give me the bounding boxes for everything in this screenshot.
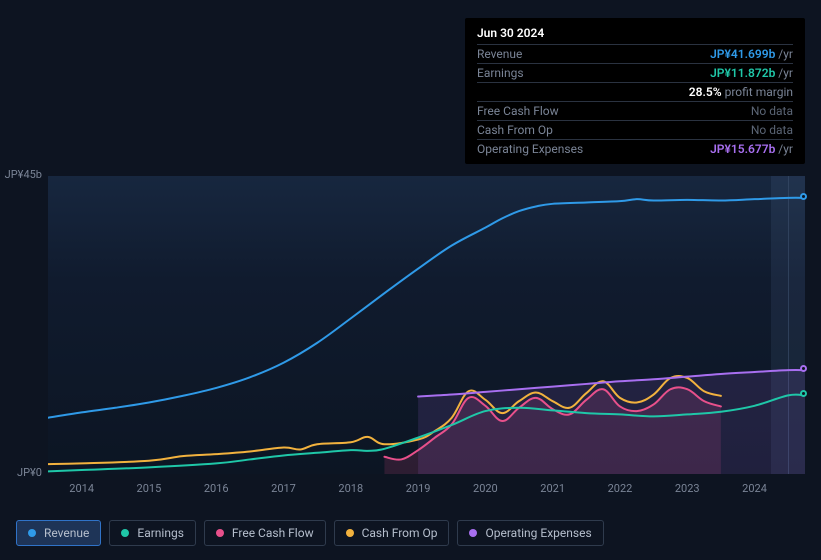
tooltip-label: Operating Expenses	[477, 142, 583, 156]
legend-dot-icon	[469, 529, 477, 537]
legend-dot-icon	[216, 529, 224, 537]
tooltip-value: JP¥15.677b /yr	[710, 142, 793, 156]
legend-item-cash-from-op[interactable]: Cash From Op	[334, 520, 450, 546]
tooltip-label: Free Cash Flow	[477, 104, 559, 118]
tooltip-value: 28.5% profit margin	[689, 85, 793, 99]
chart-plot[interactable]	[48, 176, 805, 474]
y-axis-label: JP¥45b	[0, 168, 42, 181]
series-end-dot-opex	[800, 365, 807, 372]
x-axis: 2014 2015 2016 2017 2018 2019 2020 2021 2022 2023…	[48, 482, 805, 502]
legend-dot-icon	[28, 529, 36, 537]
tooltip-date: Jun 30 2024	[477, 26, 793, 44]
tooltip-value: JP¥11.872b /yr	[710, 66, 793, 80]
tooltip-label: Revenue	[477, 47, 522, 61]
legend-item-revenue[interactable]: Revenue	[16, 520, 101, 546]
x-axis-tick: 2022	[608, 482, 633, 495]
tooltip-label: Cash From Op	[477, 123, 553, 137]
x-axis-tick: 2024	[742, 482, 767, 495]
legend-label: Revenue	[44, 526, 89, 540]
tooltip-row: Revenue JP¥41.699b /yr	[477, 44, 793, 63]
x-axis-tick: 2016	[204, 482, 229, 495]
tooltip-row: Free Cash Flow No data	[477, 101, 793, 120]
x-axis-tick: 2019	[406, 482, 431, 495]
legend-dot-icon	[346, 529, 354, 537]
tooltip-row: Operating Expenses JP¥15.677b /yr	[477, 139, 793, 158]
legend-item-free-cash-flow[interactable]: Free Cash Flow	[204, 520, 326, 546]
tooltip-row: Cash From Op No data	[477, 120, 793, 139]
tooltip-value: No data	[751, 123, 793, 137]
series-end-dot-earnings	[800, 390, 807, 397]
data-tooltip: Jun 30 2024 Revenue JP¥41.699b /yr Earning…	[465, 18, 805, 164]
series-fill-opex	[418, 370, 805, 474]
x-axis-tick: 2015	[137, 482, 162, 495]
chart-area: JP¥45bJP¥0	[16, 176, 805, 474]
legend-label: Operating Expenses	[485, 526, 591, 540]
x-axis-tick: 2021	[540, 482, 565, 495]
tooltip-row: 28.5% profit margin	[477, 82, 793, 101]
tooltip-label: Earnings	[477, 66, 524, 80]
x-axis-tick: 2014	[69, 482, 94, 495]
tooltip-row: Earnings JP¥11.872b /yr	[477, 63, 793, 82]
legend-item-operating-expenses[interactable]: Operating Expenses	[457, 520, 603, 546]
legend-label: Earnings	[137, 526, 184, 540]
x-axis-tick: 2020	[473, 482, 498, 495]
tooltip-value: No data	[751, 104, 793, 118]
x-axis-tick: 2018	[338, 482, 363, 495]
legend-label: Cash From Op	[362, 526, 438, 540]
legend-label: Free Cash Flow	[232, 526, 314, 540]
x-axis-tick: 2017	[271, 482, 296, 495]
series-end-dot-revenue	[800, 193, 807, 200]
y-axis-label: JP¥0	[0, 466, 42, 479]
tooltip-value: JP¥41.699b /yr	[710, 47, 793, 61]
chart-svg	[48, 176, 805, 474]
legend: Revenue Earnings Free Cash Flow Cash From O…	[16, 520, 604, 546]
legend-item-earnings[interactable]: Earnings	[109, 520, 196, 546]
x-axis-tick: 2023	[675, 482, 700, 495]
legend-dot-icon	[121, 529, 129, 537]
